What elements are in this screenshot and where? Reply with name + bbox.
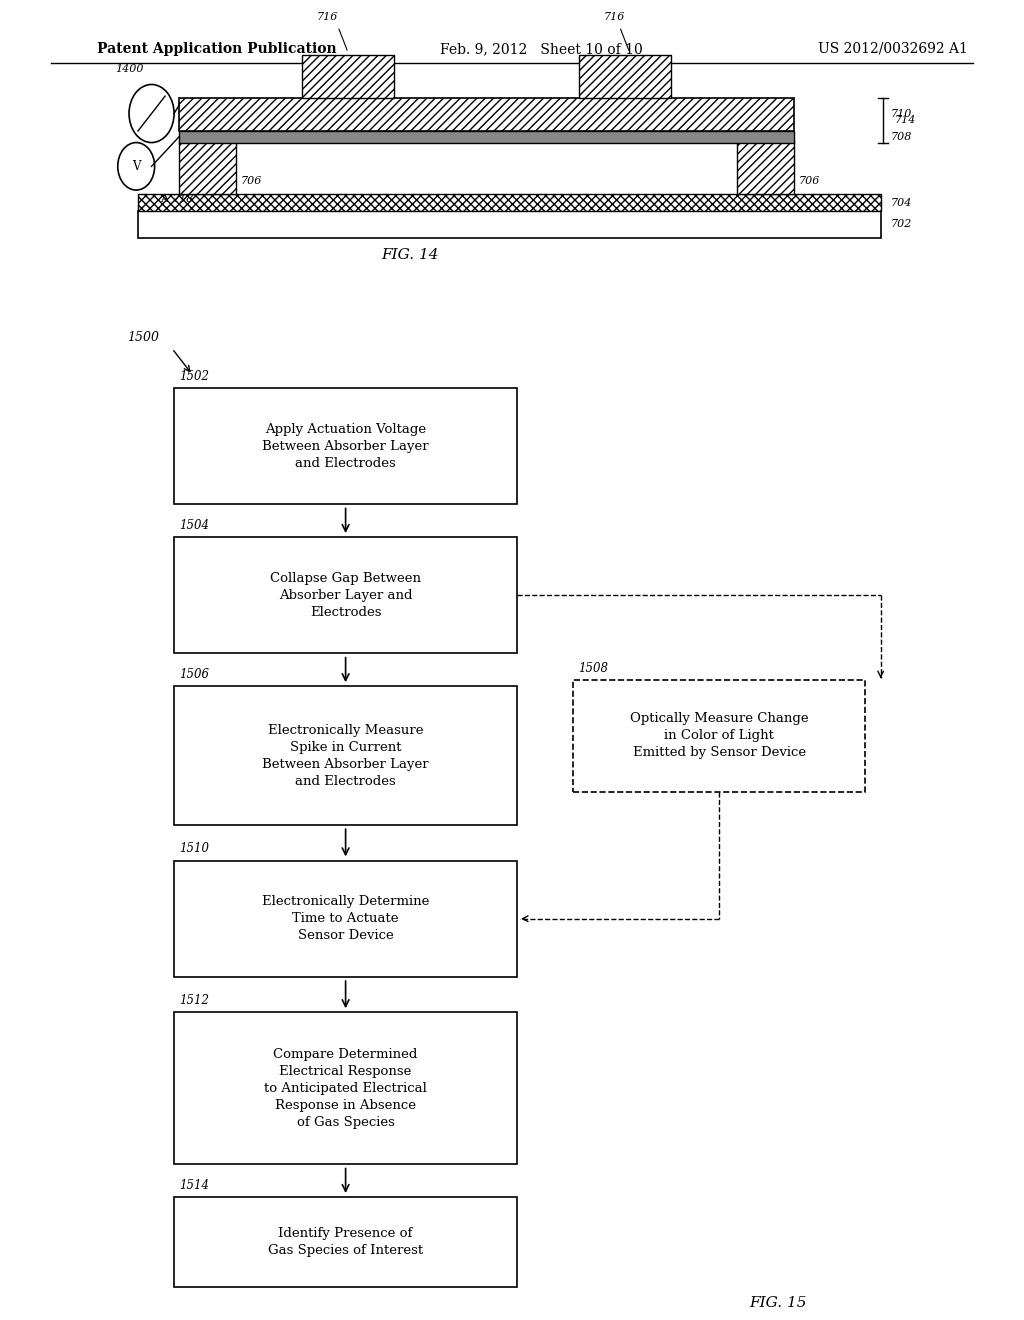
Text: 1512: 1512 (179, 994, 209, 1007)
Bar (174, 388, 517, 504)
Bar (174, 686, 517, 825)
Bar (179, 131, 794, 143)
Text: 710: 710 (891, 110, 912, 119)
Bar (138, 211, 881, 238)
Bar (138, 194, 881, 211)
Text: Feb. 9, 2012   Sheet 10 of 10: Feb. 9, 2012 Sheet 10 of 10 (440, 42, 643, 55)
Bar (737, 141, 794, 194)
Text: Apply Actuation Voltage
Between Absorber Layer
and Electrodes: Apply Actuation Voltage Between Absorber… (262, 422, 429, 470)
Bar (174, 861, 517, 977)
Text: 1400: 1400 (116, 63, 144, 74)
Bar (573, 680, 865, 792)
Text: 1502: 1502 (179, 370, 209, 383)
Text: 1500: 1500 (127, 331, 159, 345)
Text: A: A (160, 194, 168, 205)
Text: US 2012/0032692 A1: US 2012/0032692 A1 (818, 42, 968, 55)
Bar (179, 98, 794, 131)
Text: Collapse Gap Between
Absorber Layer and
Electrodes: Collapse Gap Between Absorber Layer and … (270, 572, 421, 619)
Text: FIG. 14: FIG. 14 (381, 248, 438, 261)
Text: 704: 704 (891, 198, 912, 207)
Text: 714: 714 (895, 115, 916, 125)
Text: V: V (132, 160, 140, 173)
Text: Compare Determined
Electrical Response
to Anticipated Electrical
Response in Abs: Compare Determined Electrical Response t… (264, 1048, 427, 1129)
Text: Electronically Measure
Spike in Current
Between Absorber Layer
and Electrodes: Electronically Measure Spike in Current … (262, 723, 429, 788)
Bar (579, 55, 671, 98)
Text: FIG. 15: FIG. 15 (750, 1296, 807, 1309)
Text: Electronically Determine
Time to Actuate
Sensor Device: Electronically Determine Time to Actuate… (262, 895, 429, 942)
Bar (174, 537, 517, 653)
Bar (179, 141, 236, 194)
Text: 1506: 1506 (179, 668, 209, 681)
Bar (302, 55, 394, 98)
Text: 716: 716 (604, 12, 625, 22)
Text: Patent Application Publication: Patent Application Publication (97, 42, 337, 55)
Text: Optically Measure Change
in Color of Light
Emitted by Sensor Device: Optically Measure Change in Color of Lig… (630, 713, 809, 759)
Text: 1508: 1508 (579, 661, 608, 675)
Text: 1510: 1510 (179, 842, 209, 855)
Text: Identify Presence of
Gas Species of Interest: Identify Presence of Gas Species of Inte… (268, 1228, 423, 1257)
Bar (174, 1197, 517, 1287)
Text: 706: 706 (799, 176, 820, 186)
Text: 1514: 1514 (179, 1179, 209, 1192)
Text: 716: 716 (317, 12, 338, 22)
Bar (174, 1012, 517, 1164)
Text: 708: 708 (891, 132, 912, 141)
Text: 706: 706 (241, 176, 262, 186)
Text: 702: 702 (891, 219, 912, 230)
Text: 718: 718 (173, 194, 195, 205)
Text: 1504: 1504 (179, 519, 209, 532)
